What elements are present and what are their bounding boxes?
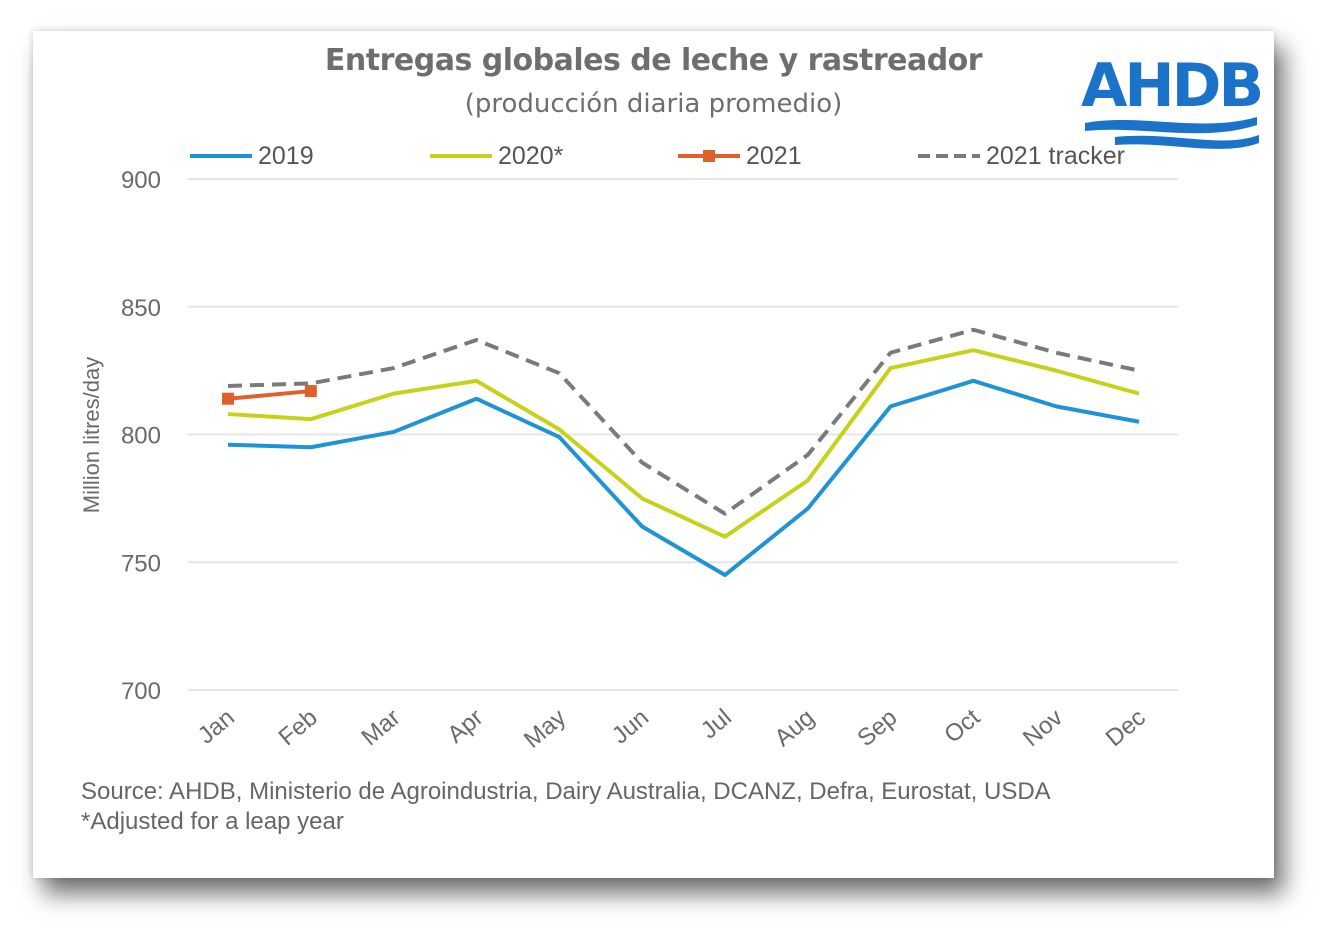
legend-item-2021: 2021 [676,139,802,173]
chart-subtitle: (producción diaria promedio) [464,89,843,119]
y-tick-label: 750 [121,550,161,577]
y-tick-label: 700 [121,678,161,705]
legend-item-2020: 2020* [428,139,563,173]
y-tick-label: 850 [121,295,161,322]
legend-swatch [430,154,492,158]
series-lines [222,327,1140,578]
legend-swatch [918,154,980,158]
x-tick-label: Aug [770,704,820,752]
chart-title: Entregas globales de leche y rastreador [324,43,983,78]
x-tick-labels: Jan Feb Mar Apr May Jun Jul Aug Sep Oct Nov Dec [193,704,1151,754]
source-note: Source: AHDB, Ministerio de Agroindustri… [81,777,1051,837]
ahdb-logo: AHDB [1081,51,1264,149]
series-line-2020 [227,348,1140,539]
x-tick-label: Mar [356,704,405,751]
y-tick-label: 900 [121,167,161,194]
x-tick-label: Jun [607,704,654,750]
x-tick-label: Dec [1101,704,1151,752]
series-line-2021 [227,389,312,401]
logo-text: AHDB [1081,51,1264,121]
legend-label: 2021 [746,141,802,170]
series-line-2021-tracker [227,327,1140,516]
legend-item-2019: 2019 [188,139,314,173]
legend-swatch [678,150,740,162]
source-line-1: Source: AHDB, Ministerio de Agroindustri… [81,778,1051,805]
logo-wave-icon [1085,117,1259,149]
x-tick-label: Jul [696,704,737,744]
x-tick-label: Nov [1018,704,1068,752]
legend-item-2021-tracker: 2021 tracker [916,139,1125,173]
chart-legend: 2019 2020* 2021 2021 tracker [188,139,1168,173]
x-tick-label: May [519,704,571,754]
grid-lines [188,178,1178,691]
x-tick-label: Feb [274,704,323,751]
x-tick-label: Apr [442,704,488,749]
chart-card: Entregas globales de leche y rastreador … [33,31,1274,878]
x-tick-label: Oct [939,704,985,749]
data-point-marker [222,392,234,405]
x-tick-label: Jan [193,704,240,750]
series-line-2019 [227,378,1140,578]
legend-label: 2020* [498,141,564,170]
source-line-2: *Adjusted for a leap year [81,808,344,835]
legend-label: 2019 [258,141,314,170]
legend-label: 2021 tracker [986,141,1125,170]
legend-swatch [190,154,252,158]
y-tick-labels: 700 750 800 850 900 [121,167,161,705]
x-tick-label: Sep [852,704,902,752]
y-tick-label: 800 [121,423,161,450]
chart-plot: 700 750 800 850 900 Jan Feb Mar Apr May Jun Jul Aug… [79,167,1178,754]
y-axis-label: Million litres/day [79,357,104,514]
data-point-marker [304,385,317,398]
